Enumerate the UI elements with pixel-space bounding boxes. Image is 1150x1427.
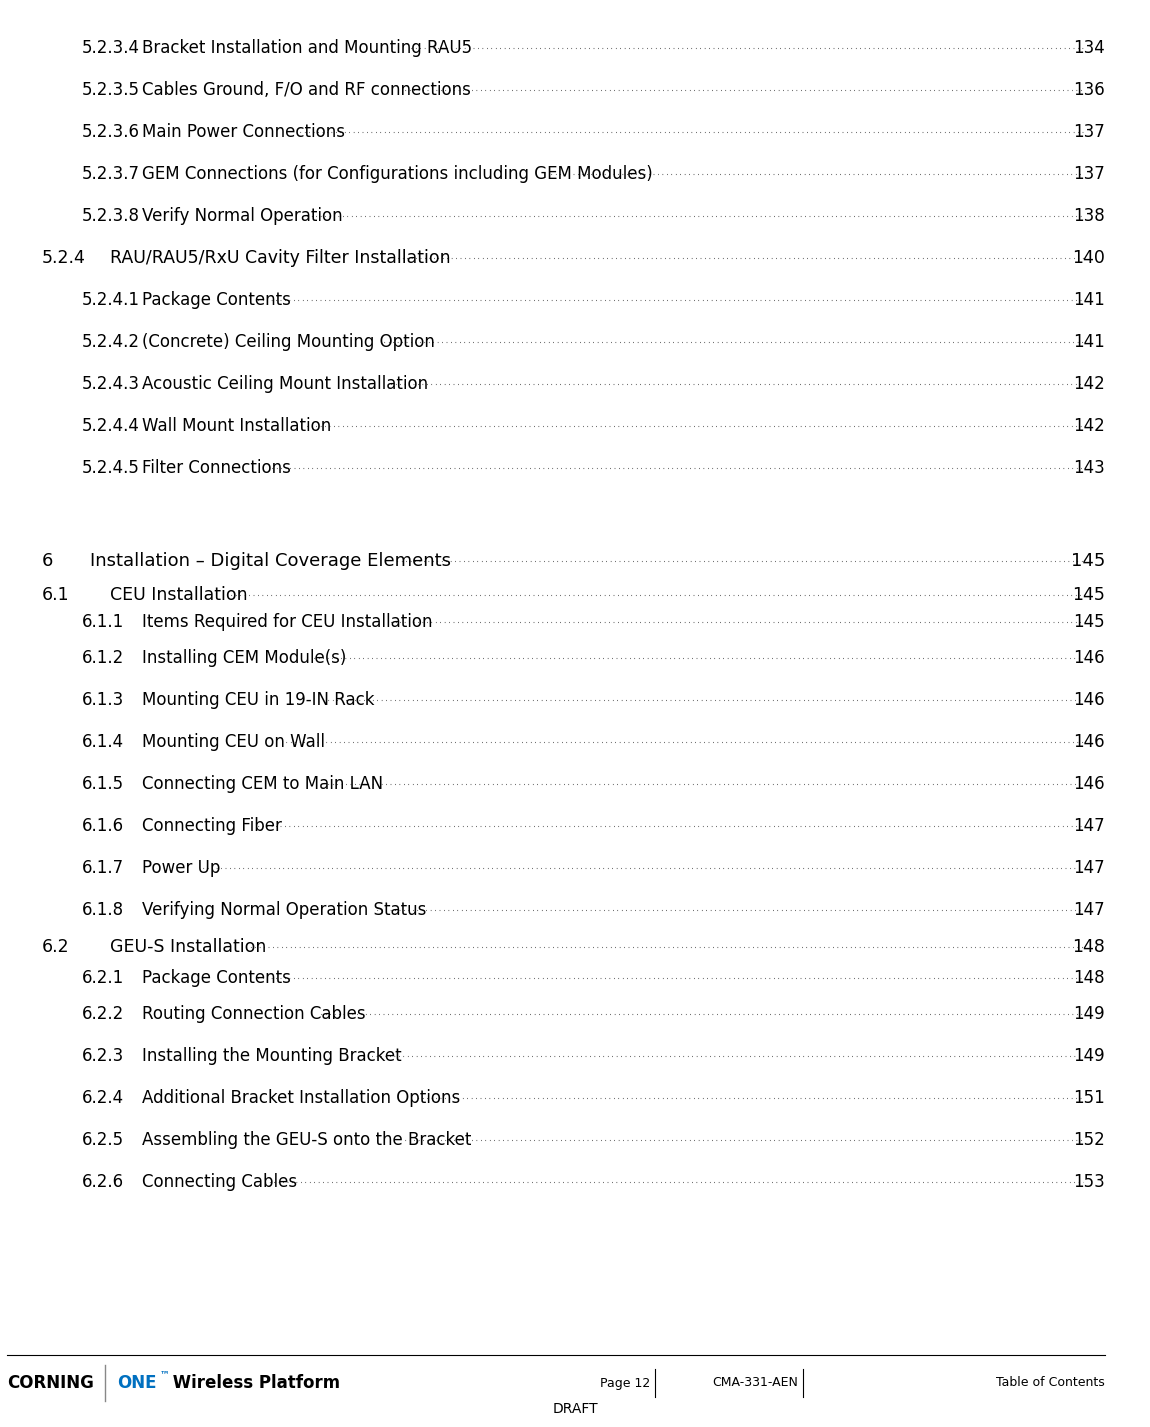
Text: 142: 142 <box>1073 375 1105 392</box>
Text: 141: 141 <box>1073 291 1105 310</box>
Text: 6.2.3: 6.2.3 <box>82 1047 124 1065</box>
Text: 134: 134 <box>1073 39 1105 57</box>
Text: 145: 145 <box>1072 586 1105 604</box>
Text: 5.2.3.8: 5.2.3.8 <box>82 207 140 225</box>
Text: 6.2.4: 6.2.4 <box>82 1089 124 1107</box>
Text: 5.2.4.1: 5.2.4.1 <box>82 291 140 310</box>
Text: 6.1.8: 6.1.8 <box>82 900 124 919</box>
Text: 145: 145 <box>1073 614 1105 631</box>
Text: 5.2.3.7: 5.2.3.7 <box>82 166 140 183</box>
Text: Connecting CEM to Main LAN: Connecting CEM to Main LAN <box>141 775 383 793</box>
Text: 5.2.4.4: 5.2.4.4 <box>82 417 140 435</box>
Text: (Concrete) Ceiling Mounting Option: (Concrete) Ceiling Mounting Option <box>141 332 435 351</box>
Text: 149: 149 <box>1073 1005 1105 1023</box>
Text: 138: 138 <box>1073 207 1105 225</box>
Text: Routing Connection Cables: Routing Connection Cables <box>141 1005 366 1023</box>
Text: 147: 147 <box>1073 818 1105 835</box>
Text: 146: 146 <box>1073 733 1105 751</box>
Text: 6.2.1: 6.2.1 <box>82 969 124 987</box>
Text: Wireless Platform: Wireless Platform <box>167 1374 340 1391</box>
Text: Connecting Cables: Connecting Cables <box>141 1173 297 1192</box>
Text: 147: 147 <box>1073 900 1105 919</box>
Text: 6.2.2: 6.2.2 <box>82 1005 124 1023</box>
Text: Cables Ground, F/O and RF connections: Cables Ground, F/O and RF connections <box>141 81 470 98</box>
Text: GEM Connections (for Configurations including GEM Modules): GEM Connections (for Configurations incl… <box>141 166 653 183</box>
Text: Wall Mount Installation: Wall Mount Installation <box>141 417 331 435</box>
Text: Package Contents: Package Contents <box>141 291 291 310</box>
Text: Verifying Normal Operation Status: Verifying Normal Operation Status <box>141 900 427 919</box>
Text: 142: 142 <box>1073 417 1105 435</box>
Text: ™: ™ <box>160 1368 170 1378</box>
Text: 137: 137 <box>1073 166 1105 183</box>
Text: 136: 136 <box>1073 81 1105 98</box>
Text: RAU/RAU5/RxU Cavity Filter Installation: RAU/RAU5/RxU Cavity Filter Installation <box>110 248 451 267</box>
Text: Connecting Fiber: Connecting Fiber <box>141 818 282 835</box>
Text: CMA-331-AEN: CMA-331-AEN <box>712 1377 798 1390</box>
Text: 6.1.2: 6.1.2 <box>82 649 124 666</box>
Text: Installing the Mounting Bracket: Installing the Mounting Bracket <box>141 1047 401 1065</box>
Text: CORNING: CORNING <box>7 1374 94 1391</box>
Text: Power Up: Power Up <box>141 859 221 878</box>
Text: 6.2: 6.2 <box>43 938 70 956</box>
Text: Additional Bracket Installation Options: Additional Bracket Installation Options <box>141 1089 460 1107</box>
Text: Items Required for CEU Installation: Items Required for CEU Installation <box>141 614 432 631</box>
Text: 5.2.3.6: 5.2.3.6 <box>82 123 140 141</box>
Text: 6.1.6: 6.1.6 <box>82 818 124 835</box>
Text: 152: 152 <box>1073 1132 1105 1149</box>
Text: 5.2.4.2: 5.2.4.2 <box>82 332 140 351</box>
Text: 6.1.4: 6.1.4 <box>82 733 124 751</box>
Text: Verify Normal Operation: Verify Normal Operation <box>141 207 343 225</box>
Text: 5.2.4.5: 5.2.4.5 <box>82 459 140 477</box>
Text: ONE: ONE <box>117 1374 156 1391</box>
Text: GEU-S Installation: GEU-S Installation <box>110 938 267 956</box>
Text: 6.2.5: 6.2.5 <box>82 1132 124 1149</box>
Text: Bracket Installation and Mounting RAU5: Bracket Installation and Mounting RAU5 <box>141 39 473 57</box>
Text: 6.2.6: 6.2.6 <box>82 1173 124 1192</box>
Text: 141: 141 <box>1073 332 1105 351</box>
Text: Table of Contents: Table of Contents <box>996 1377 1105 1390</box>
Text: DRAFT: DRAFT <box>552 1401 598 1416</box>
Text: Installing CEM Module(s): Installing CEM Module(s) <box>141 649 346 666</box>
Text: CEU Installation: CEU Installation <box>110 586 247 604</box>
Text: Package Contents: Package Contents <box>141 969 291 987</box>
Text: 5.2.3.5: 5.2.3.5 <box>82 81 140 98</box>
Text: 151: 151 <box>1073 1089 1105 1107</box>
Text: 6.1: 6.1 <box>43 586 70 604</box>
Text: 146: 146 <box>1073 691 1105 709</box>
Text: Page 12: Page 12 <box>600 1377 650 1390</box>
Text: 143: 143 <box>1073 459 1105 477</box>
Text: Assembling the GEU-S onto the Bracket: Assembling the GEU-S onto the Bracket <box>141 1132 471 1149</box>
Text: 6.1.3: 6.1.3 <box>82 691 124 709</box>
Text: 145: 145 <box>1071 552 1105 569</box>
Text: 6: 6 <box>43 552 53 569</box>
Text: Mounting CEU on Wall: Mounting CEU on Wall <box>141 733 325 751</box>
Text: 147: 147 <box>1073 859 1105 878</box>
Text: 6.1.1: 6.1.1 <box>82 614 124 631</box>
Text: 148: 148 <box>1072 938 1105 956</box>
Text: 137: 137 <box>1073 123 1105 141</box>
Text: Acoustic Ceiling Mount Installation: Acoustic Ceiling Mount Installation <box>141 375 428 392</box>
Text: Main Power Connections: Main Power Connections <box>141 123 345 141</box>
Text: 5.2.4.3: 5.2.4.3 <box>82 375 140 392</box>
Text: 148: 148 <box>1073 969 1105 987</box>
Text: Filter Connections: Filter Connections <box>141 459 291 477</box>
Text: 153: 153 <box>1073 1173 1105 1192</box>
Text: 6.1.7: 6.1.7 <box>82 859 124 878</box>
Text: 5.2.3.4: 5.2.3.4 <box>82 39 140 57</box>
Text: 149: 149 <box>1073 1047 1105 1065</box>
Text: 140: 140 <box>1072 248 1105 267</box>
Text: 6.1.5: 6.1.5 <box>82 775 124 793</box>
Text: Installation – Digital Coverage Elements: Installation – Digital Coverage Elements <box>90 552 451 569</box>
Text: 146: 146 <box>1073 649 1105 666</box>
Text: 5.2.4: 5.2.4 <box>43 248 86 267</box>
Text: Mounting CEU in 19-IN Rack: Mounting CEU in 19-IN Rack <box>141 691 375 709</box>
Text: 146: 146 <box>1073 775 1105 793</box>
